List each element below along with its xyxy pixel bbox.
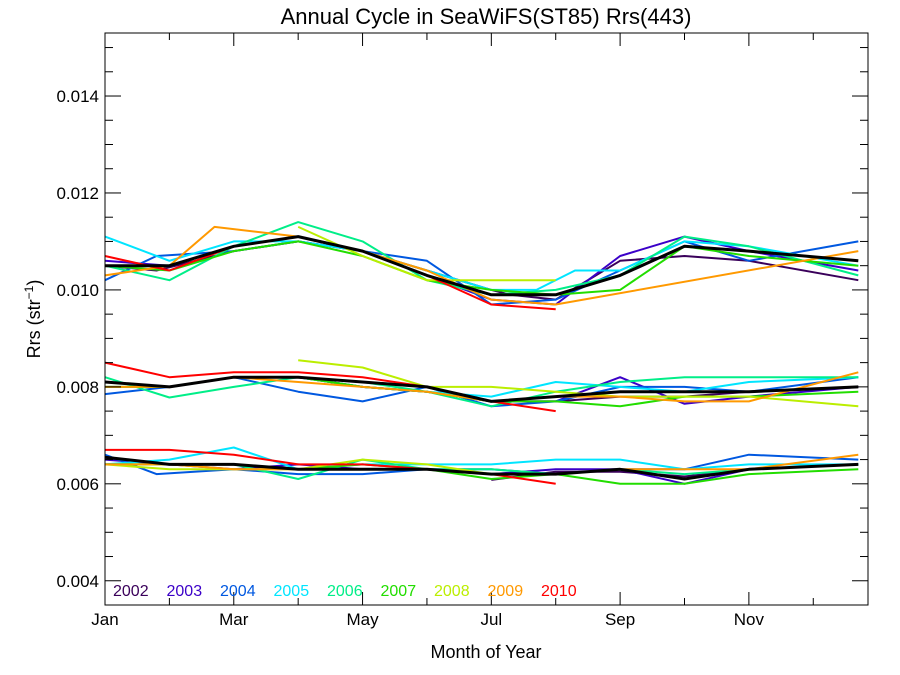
y-tick-label: 0.004	[56, 572, 99, 591]
series-layer	[104, 221, 859, 485]
x-tick-label: Jan	[91, 610, 118, 629]
legend-item-2002: 2002	[113, 583, 149, 600]
x-tick-label: Jul	[480, 610, 502, 629]
x-tick-label: Mar	[219, 610, 249, 629]
x-tick-label: Nov	[734, 610, 765, 629]
y-tick-label: 0.008	[56, 378, 99, 397]
series-mean-line-3	[104, 455, 859, 481]
legend-item-2009: 2009	[488, 583, 524, 600]
axes-layer: Jan Mar May Jul Sep Nov 0.004 0.006 0.008 0.010 0.…	[56, 32, 869, 629]
y-axis-label-superscript: −1	[22, 285, 36, 299]
y-axis-label: Rrs (str−1)	[22, 280, 44, 359]
y-tick-label: 0.012	[56, 184, 99, 203]
legend-item-2008: 2008	[434, 583, 470, 600]
y-axis-label-main: Rrs (str	[24, 299, 44, 358]
x-axis-label: Month of Year	[430, 642, 541, 662]
y-tick-label: 0.010	[56, 281, 99, 300]
legend-item-2010: 2010	[541, 583, 577, 600]
legend: 2002 2003 2004 2005 2006 2007 2008 2009 2010	[113, 583, 577, 600]
series-mean-line-1	[105, 235, 859, 297]
legend-item-2007: 2007	[381, 583, 417, 600]
series-2008-line-2	[298, 359, 859, 408]
plot-frame	[104, 32, 869, 606]
y-tick-label: 0.014	[56, 87, 99, 106]
chart-title: Annual Cycle in SeaWiFS(ST85) Rrs(443)	[281, 4, 692, 29]
series-2006-line-2	[104, 376, 859, 408]
y-tick-label: 0.006	[56, 475, 99, 494]
series-2006-line-1	[104, 221, 859, 296]
legend-item-2003: 2003	[167, 583, 203, 600]
legend-item-2004: 2004	[220, 583, 256, 600]
legend-item-2005: 2005	[274, 583, 310, 600]
y-axis-label-close: )	[24, 280, 44, 286]
x-tick-label: Sep	[605, 610, 635, 629]
legend-item-2006: 2006	[327, 583, 363, 600]
x-tick-label: May	[346, 610, 379, 629]
series-mean-line-2	[104, 375, 859, 403]
